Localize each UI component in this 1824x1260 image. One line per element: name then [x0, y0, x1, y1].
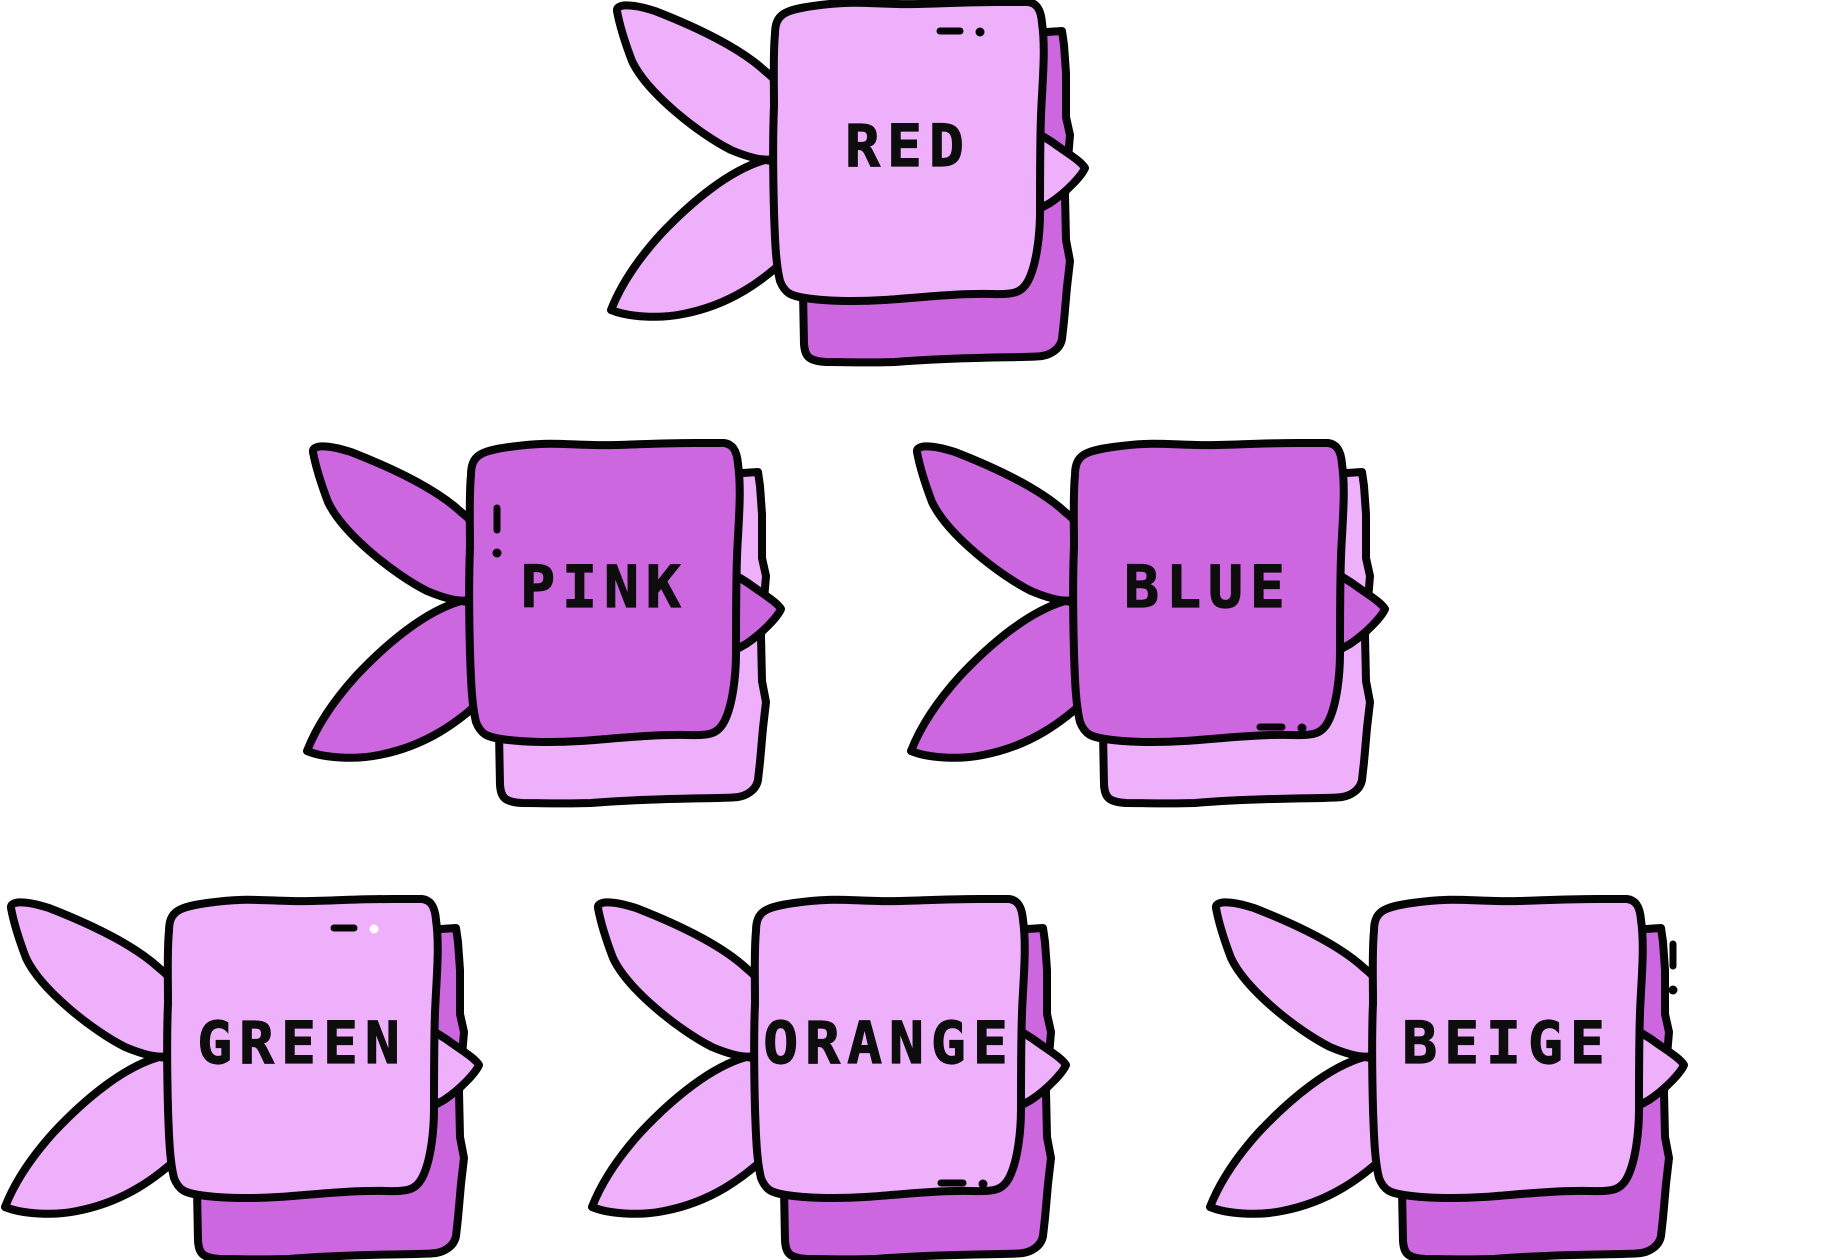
tag-beige: BEIGE [1206, 895, 1688, 1260]
front-card-shape [465, 439, 744, 747]
tag-label: GREEN [197, 1009, 407, 1077]
left-dot-mark [492, 548, 502, 558]
tag-label: ORANGE [763, 1009, 1015, 1077]
tag-label: PINK [520, 553, 688, 621]
front-card-shape [750, 895, 1029, 1203]
tag-blue: BLUE [907, 439, 1389, 808]
right-dot-mark [1668, 985, 1678, 995]
tag-label: RED [845, 112, 971, 180]
bottom-dot-mark [1297, 723, 1307, 733]
tag-orange: ORANGE [588, 895, 1070, 1260]
tag-label: BEIGE [1402, 1009, 1612, 1077]
front-card-shape [1069, 439, 1348, 747]
tag-pink: PINK [303, 439, 785, 808]
front-card-shape [163, 895, 442, 1203]
top-dot-mark [975, 27, 985, 37]
front-card-shape [1368, 895, 1647, 1203]
front-card-shape [769, 0, 1048, 306]
top-dot-mark [369, 924, 379, 934]
tag-label: BLUE [1124, 553, 1292, 621]
bottom-dot-mark [978, 1179, 988, 1189]
tag-red: RED [607, 0, 1089, 367]
tag-green: GREEN [1, 895, 483, 1260]
